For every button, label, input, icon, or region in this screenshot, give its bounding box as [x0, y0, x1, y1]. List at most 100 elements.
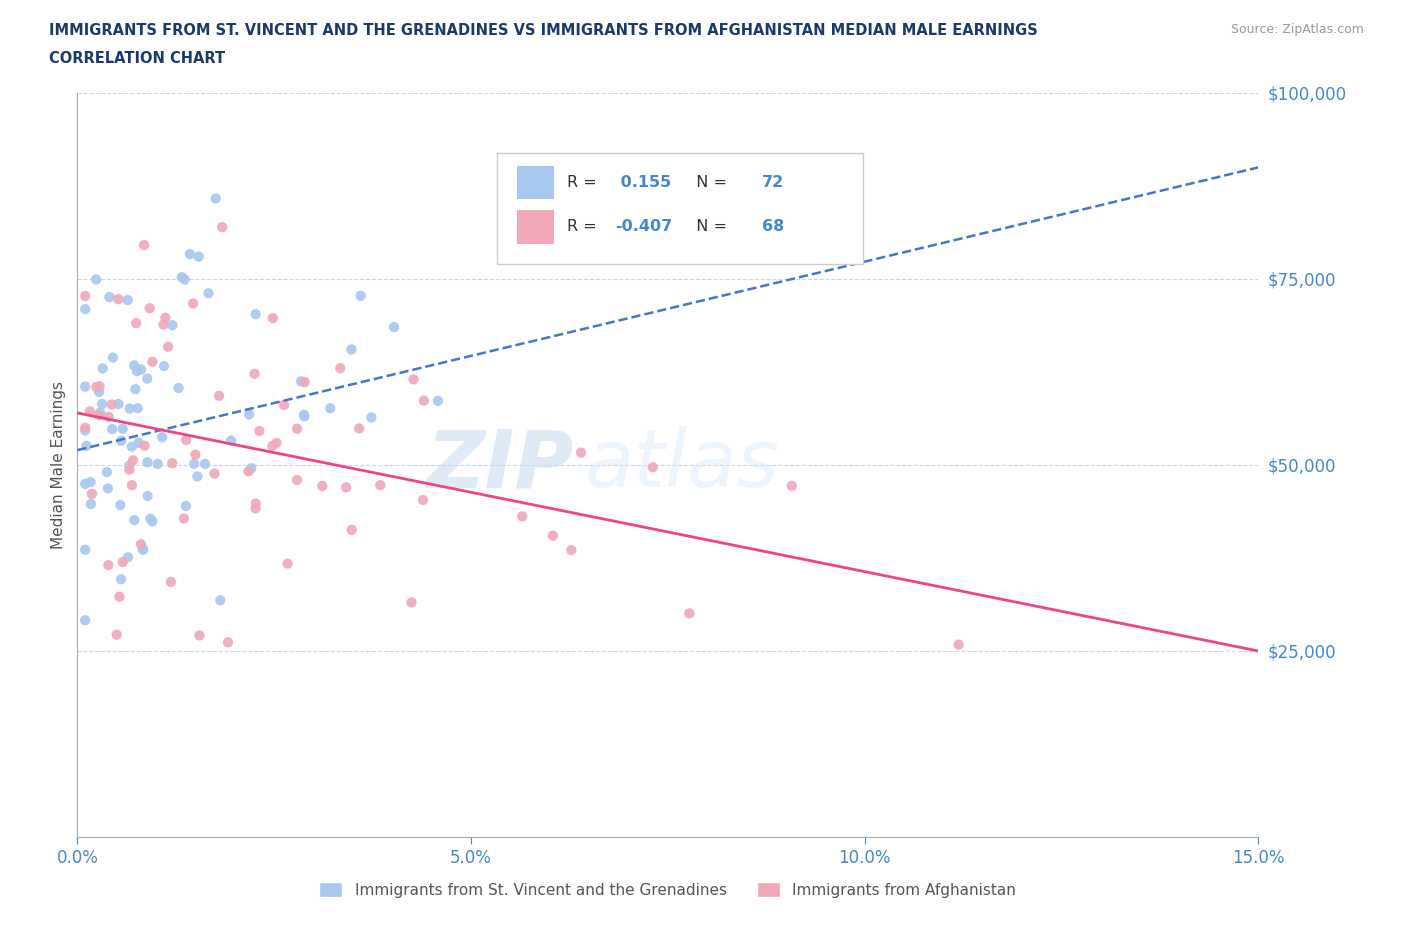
Y-axis label: Median Male Earnings: Median Male Earnings — [51, 381, 66, 549]
Text: IMMIGRANTS FROM ST. VINCENT AND THE GRENADINES VS IMMIGRANTS FROM AFGHANISTAN ME: IMMIGRANTS FROM ST. VINCENT AND THE GREN… — [49, 23, 1038, 38]
Text: atlas: atlas — [585, 426, 780, 504]
Point — [412, 493, 434, 508]
Point — [285, 472, 308, 487]
Point — [111, 421, 134, 436]
Point — [121, 439, 143, 454]
Point — [340, 523, 363, 538]
Point — [382, 320, 405, 335]
Point — [136, 488, 159, 503]
Point — [121, 478, 143, 493]
Point — [79, 404, 101, 418]
Point — [426, 393, 449, 408]
Point — [75, 613, 97, 628]
Point — [101, 421, 124, 436]
Point — [110, 498, 132, 512]
Point — [188, 628, 211, 643]
Point — [118, 462, 141, 477]
Point — [91, 396, 114, 411]
Point — [117, 550, 139, 565]
Point — [87, 384, 110, 399]
Point — [238, 464, 260, 479]
Point — [101, 350, 124, 365]
Point — [75, 379, 97, 394]
Point — [108, 590, 131, 604]
Point — [204, 191, 226, 206]
Text: N =: N = — [686, 175, 731, 190]
FancyBboxPatch shape — [516, 166, 554, 199]
Point — [219, 433, 242, 448]
Point — [98, 289, 121, 304]
Point — [79, 474, 101, 489]
Point — [89, 379, 111, 393]
Point — [319, 401, 342, 416]
Text: Source: ZipAtlas.com: Source: ZipAtlas.com — [1230, 23, 1364, 36]
Point — [141, 514, 163, 529]
Point — [75, 423, 97, 438]
Point — [173, 272, 195, 287]
Point — [329, 361, 352, 376]
Point — [96, 465, 118, 480]
Point — [105, 627, 128, 642]
Point — [204, 466, 226, 481]
Point — [107, 396, 129, 411]
Point — [285, 421, 308, 436]
Point — [132, 542, 155, 557]
Point — [678, 606, 700, 621]
Point — [155, 311, 177, 325]
Legend: Immigrants from St. Vincent and the Grenadines, Immigrants from Afghanistan: Immigrants from St. Vincent and the Gren… — [314, 876, 1022, 904]
Point — [186, 469, 208, 484]
Point — [84, 272, 107, 287]
Point — [75, 420, 97, 435]
Point — [194, 457, 217, 472]
Point — [124, 512, 146, 527]
Point — [170, 270, 193, 285]
Point — [240, 460, 263, 475]
Point — [249, 424, 271, 439]
Point — [128, 435, 150, 450]
Point — [138, 300, 160, 315]
FancyBboxPatch shape — [516, 210, 554, 244]
Text: -0.407: -0.407 — [614, 219, 672, 234]
Point — [560, 543, 582, 558]
Point — [347, 421, 370, 436]
Point — [179, 246, 201, 261]
Point — [124, 381, 146, 396]
Point — [134, 438, 156, 453]
Point — [110, 433, 132, 448]
Point — [75, 288, 97, 303]
Point — [569, 445, 592, 460]
Point — [292, 407, 315, 422]
Text: 72: 72 — [762, 175, 785, 190]
Point — [75, 301, 97, 316]
Point — [153, 359, 176, 374]
Point — [80, 497, 103, 512]
Point — [84, 379, 107, 394]
Point — [157, 339, 180, 354]
Point — [510, 509, 533, 524]
Point — [335, 480, 357, 495]
Point — [110, 572, 132, 587]
Point — [146, 457, 169, 472]
Point — [141, 354, 163, 369]
Point — [132, 238, 155, 253]
Point — [238, 407, 260, 422]
Point — [245, 307, 267, 322]
Point — [87, 408, 110, 423]
Point — [266, 435, 288, 450]
Point — [125, 315, 148, 330]
Point — [160, 456, 183, 471]
Point — [100, 397, 122, 412]
Point — [245, 497, 267, 512]
Point — [129, 362, 152, 377]
Point — [948, 637, 970, 652]
Point — [160, 575, 183, 590]
Point — [139, 512, 162, 526]
Text: N =: N = — [686, 219, 731, 234]
Point — [132, 541, 155, 556]
Text: CORRELATION CHART: CORRELATION CHART — [49, 51, 225, 66]
Point — [97, 558, 120, 573]
Point — [541, 528, 564, 543]
Point — [183, 457, 205, 472]
Text: R =: R = — [568, 219, 602, 234]
Point — [122, 453, 145, 468]
